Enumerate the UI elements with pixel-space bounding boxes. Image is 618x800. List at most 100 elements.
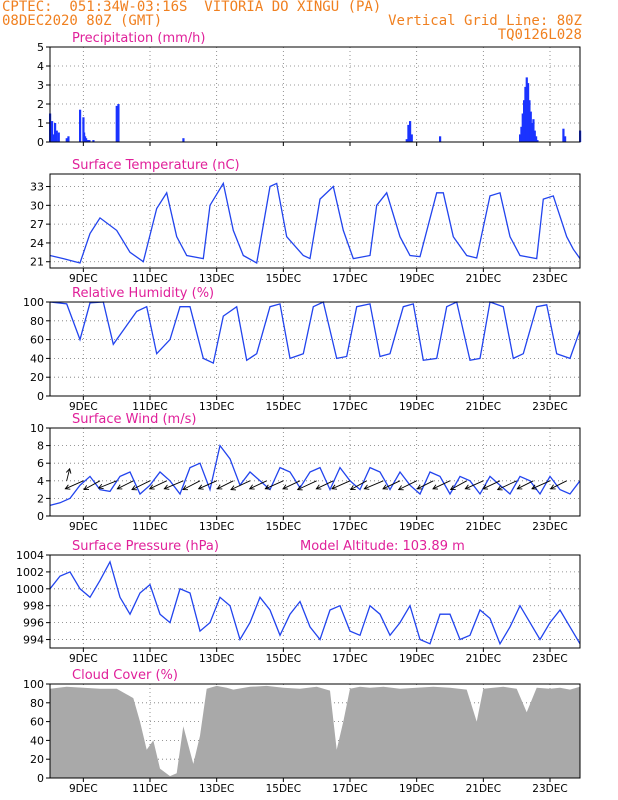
wind-vector-head — [449, 485, 456, 491]
cloud-xtick-label: 21DEC — [466, 783, 501, 795]
wind-vector-head — [116, 484, 123, 490]
wind-ytick-label: 2 — [37, 492, 44, 505]
humidity-panel: Relative Humidity (%) 0 20 40 60 80 100 9DEC 11D… — [23, 286, 581, 413]
precip-bar — [525, 77, 528, 142]
humidity-title: Relative Humidity (%) — [72, 286, 214, 301]
cloud-xtick-label: 23DEC — [532, 783, 567, 795]
precip-bar — [82, 117, 85, 142]
wind-vector-head — [531, 484, 538, 490]
cloud-area — [50, 685, 580, 778]
cloud-xtick-label: 15DEC — [266, 783, 301, 795]
pressure-annotation: Model Altitude: 103.89 m — [300, 539, 465, 554]
precip-bar — [528, 100, 531, 142]
temperature-xtick-label: 19DEC — [399, 273, 434, 285]
wind-vector — [265, 480, 284, 490]
pressure-xtick-label: 21DEC — [466, 653, 501, 665]
wind-ytick-label: 8 — [37, 440, 44, 453]
pressure-frame — [49, 554, 581, 649]
precip-bar — [92, 140, 95, 142]
pressure-xtick-label: 9DEC — [69, 653, 98, 665]
wind-panel: Surface Wind (m/s) 0 2 4 6 8 10 9DEC 11DEC 13DEC 1… — [30, 412, 581, 533]
humidity-ytick-label: 20 — [30, 371, 44, 384]
humidity-xtick-label: 23DEC — [532, 401, 567, 413]
cloud-xtick-label: 19DEC — [399, 783, 434, 795]
wind-vector-head — [216, 484, 223, 490]
precip-bar — [562, 128, 565, 142]
wind-vector-head — [282, 484, 289, 490]
precip-bar — [535, 136, 538, 142]
precip-bar — [529, 111, 532, 142]
temperature-frame — [49, 173, 581, 269]
run-date: 08DEC2020 80Z (GMT) — [2, 13, 163, 29]
pressure-ytick-label: 1000 — [16, 583, 44, 596]
humidity-xtick-label: 17DEC — [332, 401, 367, 413]
precip-bar — [54, 123, 57, 142]
wind-ytick-label: 6 — [37, 457, 44, 470]
precip-bar — [531, 123, 534, 142]
temperature-xtick-label: 9DEC — [69, 273, 98, 285]
wind-vector — [217, 480, 234, 490]
precip-bar — [55, 130, 58, 142]
wind-vector-head — [363, 484, 370, 490]
wind-vector-head — [432, 484, 439, 490]
precip-bar — [115, 105, 118, 142]
temperature-ytick-label: 33 — [30, 181, 44, 194]
humidity-ytick-label: 0 — [37, 390, 44, 403]
precip-bar — [57, 132, 60, 142]
precip-bar — [520, 126, 523, 142]
precip-bar — [439, 136, 442, 142]
humidity-xtick-label: 19DEC — [399, 401, 434, 413]
cloud-frame — [49, 683, 581, 779]
wind-vector-head — [296, 485, 303, 491]
wind-vector — [98, 480, 117, 489]
precip-title: Precipitation (mm/h) — [72, 31, 205, 46]
wind-vector-head — [97, 483, 104, 490]
precip-bar — [527, 83, 530, 142]
temperature-xtick-label: 17DEC — [332, 273, 367, 285]
wind-vector — [249, 480, 267, 490]
temperature-ytick-label: 21 — [30, 256, 44, 269]
precip-ytick-label: 4 — [37, 60, 44, 73]
wind-vector-head — [416, 484, 423, 490]
humidity-frame — [49, 301, 581, 397]
wind-xtick-label: 15DEC — [266, 521, 301, 533]
grid-line-note: Vertical Grid Line: 80Z — [388, 13, 582, 29]
precip-bar — [117, 104, 120, 142]
wind-vector-head — [315, 484, 322, 490]
precip-bar — [523, 100, 526, 142]
wind-vector-head — [230, 485, 237, 491]
precip-ytick-label: 3 — [37, 79, 44, 92]
pressure-panel: Surface Pressure (hPa) Model Altitude: 10… — [16, 539, 581, 665]
precip-ytick-label: 2 — [37, 98, 44, 111]
pressure-line — [49, 560, 581, 646]
precip-bar — [524, 86, 527, 142]
temperature-xtick-label: 23DEC — [532, 273, 567, 285]
humidity-ytick-label: 40 — [30, 352, 44, 365]
wind-vector — [417, 480, 434, 490]
wind-xtick-label: 13DEC — [199, 521, 234, 533]
wind-vector — [149, 480, 167, 490]
precip-frame — [49, 46, 581, 143]
precip-bar — [65, 138, 68, 142]
wind-vector — [450, 480, 467, 490]
wind-vector-head — [331, 484, 338, 490]
wind-vector — [531, 480, 551, 490]
precip-bar — [405, 139, 408, 142]
precip-bar — [67, 136, 70, 142]
wind-vector-head — [382, 484, 389, 490]
wind-vector — [117, 480, 134, 490]
humidity-line — [49, 301, 581, 365]
wind-ytick-label: 10 — [30, 422, 44, 435]
precip-bar — [52, 134, 55, 142]
cloud-ytick-label: 0 — [37, 772, 44, 785]
precip-bar — [407, 124, 410, 142]
pressure-xtick-label: 11DEC — [132, 653, 167, 665]
precip-panel: Precipitation (mm/h) 0 1 2 3 4 5 — [37, 31, 582, 149]
cloud-ytick-label: 100 — [23, 678, 44, 691]
pressure-xtick-label: 13DEC — [199, 653, 234, 665]
wind-vector — [517, 480, 534, 490]
precip-bar — [88, 140, 91, 142]
pressure-ytick-label: 998 — [23, 600, 44, 613]
cloud-ytick-label: 80 — [30, 697, 44, 710]
